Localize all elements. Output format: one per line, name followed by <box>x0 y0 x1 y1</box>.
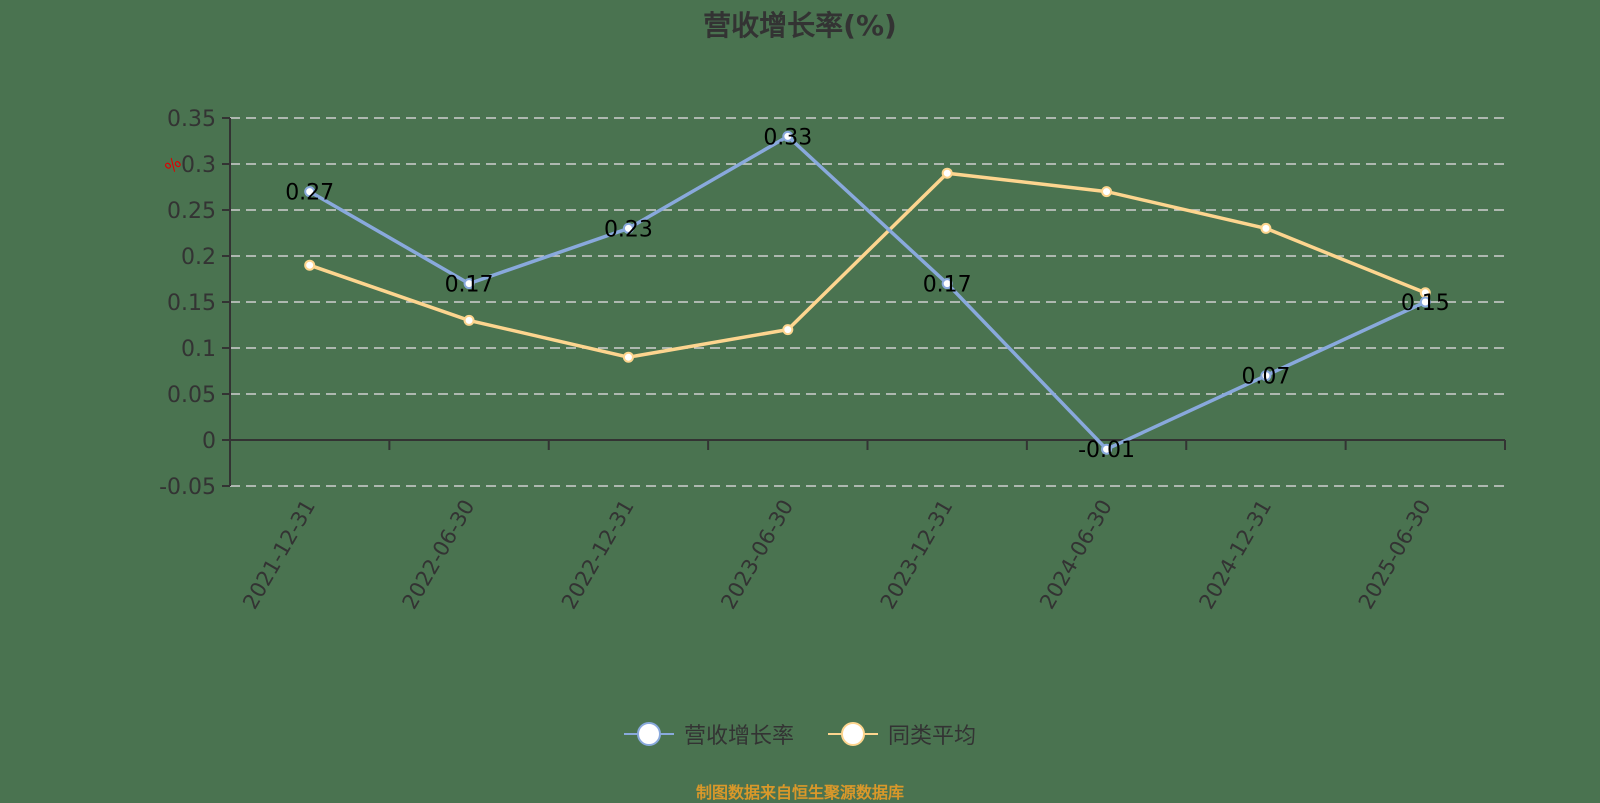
data-point[interactable] <box>782 130 794 142</box>
legend-item-revenue-growth[interactable]: 营收增长率 <box>623 718 794 750</box>
x-tick-label: 2023-06-30 <box>716 496 798 614</box>
data-label: 0.17 <box>445 273 494 298</box>
legend-item-peer-average[interactable]: 同类平均 <box>828 718 976 750</box>
data-label: 0.27 <box>285 181 334 206</box>
y-tick-label: 0.2 <box>181 245 216 270</box>
data-point[interactable] <box>463 314 475 326</box>
y-tick-label: 0.35 <box>167 107 216 132</box>
data-label: -0.01 <box>1078 438 1135 463</box>
series-line-peer-average <box>309 171 1426 359</box>
y-tick-label: 0.15 <box>167 291 216 316</box>
data-point[interactable] <box>941 167 953 179</box>
data-point[interactable] <box>1419 296 1431 308</box>
y-tick-label: 0.3 <box>181 153 216 178</box>
y-tick-label: 0 <box>202 429 216 454</box>
data-point[interactable] <box>1260 222 1272 234</box>
y-tick-label: 0.05 <box>167 383 216 408</box>
data-point[interactable] <box>782 324 794 336</box>
legend-line-marker-icon <box>623 721 674 747</box>
data-label: 0.23 <box>604 217 653 242</box>
data-label: 0.07 <box>1241 365 1290 390</box>
data-label: 0.15 <box>1401 291 1450 316</box>
x-tick-label: 2025-06-30 <box>1354 496 1436 614</box>
series-line-revenue-growth <box>308 134 1427 452</box>
y-tick-label: 0.25 <box>167 199 216 224</box>
data-point[interactable] <box>1101 443 1113 455</box>
x-tick-label: 2022-12-31 <box>557 496 639 614</box>
x-tick-label: 2023-12-31 <box>876 496 958 614</box>
chart-title: 营收增长率(%) <box>703 9 897 42</box>
data-point[interactable] <box>622 222 634 234</box>
data-point[interactable] <box>304 186 316 198</box>
x-tick-label: 2021-12-31 <box>238 496 320 614</box>
x-tick-label: 2024-12-31 <box>1194 496 1276 614</box>
x-tick-label: 2024-06-30 <box>1035 496 1117 614</box>
data-point[interactable] <box>304 259 316 271</box>
legend: 营收增长率 同类平均 <box>0 718 1600 750</box>
data-point[interactable] <box>622 351 634 363</box>
data-point[interactable] <box>1101 186 1113 198</box>
data-labels: 0.27 0.17 0.23 0.33 0.17 -0.01 0.07 0.15 <box>285 125 1450 463</box>
source-note: 制图数据来自恒生聚源数据库 <box>695 783 904 802</box>
data-point[interactable] <box>463 278 475 290</box>
legend-label: 营收增长率 <box>683 724 794 749</box>
grid-lines <box>230 117 1505 487</box>
data-point[interactable] <box>941 278 953 290</box>
data-point[interactable] <box>1260 370 1272 382</box>
data-label: 0.33 <box>763 125 812 150</box>
y-tick-label: -0.05 <box>159 475 216 500</box>
series-lines <box>304 130 1431 455</box>
data-label: 0.17 <box>923 273 972 298</box>
x-tick-label: 2022-06-30 <box>398 496 480 614</box>
legend-label: 同类平均 <box>888 724 977 749</box>
y-tick-label: 0.1 <box>181 337 216 362</box>
legend-line-marker-icon <box>828 721 878 747</box>
